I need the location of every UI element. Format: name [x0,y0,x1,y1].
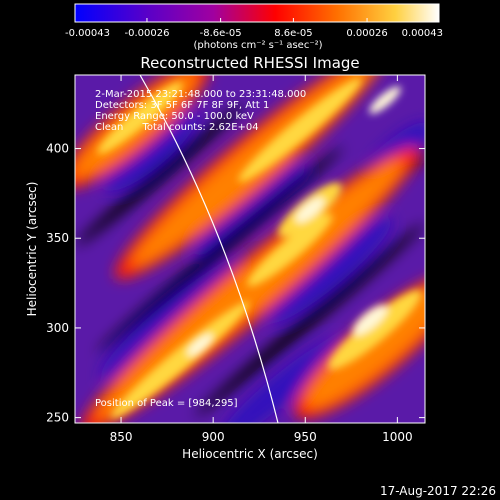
info-method: Clean Total counts: 2.62E+04 [95,122,259,133]
x-tick-label: 950 [294,430,317,444]
plot-frame [74,74,426,424]
x-tick-label: 850 [110,430,133,444]
colorbar-tick-label: 0.00026 [346,28,387,39]
colorbar-tick-label: -0.00026 [124,28,169,39]
colorbar-tick-label: 8.6e-05 [274,28,312,39]
y-tick-label: 350 [46,231,69,245]
footer-date: 17-Aug-2017 22:26 [380,484,496,498]
y-tick-label: 300 [46,321,69,335]
x-tick-label: 1000 [382,430,413,444]
x-axis-ticks: 850 900 950 1000 [110,75,413,444]
chart-title: Reconstructed RHESSI Image [140,54,359,72]
y-axis-ticks: 250 300 350 400 [46,142,425,425]
x-tick-label: 900 [202,430,225,444]
peak-position-label: Position of Peak = [984,295] [95,398,238,409]
colorbar [74,3,440,23]
info-block: 2-Mar-2015 23:21:48.000 to 23:31:48.000 … [95,89,306,133]
y-tick-label: 250 [46,411,69,425]
info-time: 2-Mar-2015 23:21:48.000 to 23:31:48.000 [95,89,306,100]
colorbar-unit-label: (photons cm⁻² s⁻¹ asec⁻²) [193,40,322,51]
info-energy: Energy Range: 50.0 - 100.0 keV [95,111,254,122]
x-axis-label: Heliocentric X (arcsec) [182,447,318,461]
solar-limb-curve [139,75,279,423]
colorbar-tick-label: -0.00043 [65,28,110,39]
colorbar-tick-label: 0.00043 [402,28,443,39]
y-axis-label: Heliocentric Y (arcsec) [25,182,39,317]
colorbar-ticks: -0.00043 -0.00026 -8.6e-05 8.6e-05 0.00026 0.… [65,18,443,39]
y-tick-label: 400 [46,142,69,156]
plot-area [75,75,425,423]
colorbar-tick-label: -8.6e-05 [200,28,242,39]
info-detectors: Detectors: 3F 5F 6F 7F 8F 9F, Att 1 [95,100,269,111]
